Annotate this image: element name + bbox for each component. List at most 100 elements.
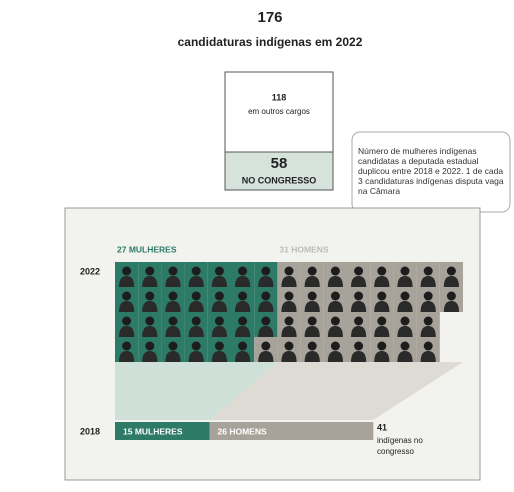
portrait-head bbox=[400, 266, 410, 276]
portrait-body bbox=[119, 351, 135, 362]
portrait-body bbox=[142, 351, 158, 362]
portrait-body bbox=[281, 301, 297, 312]
portrait-body bbox=[420, 326, 436, 337]
portrait-head bbox=[284, 291, 294, 301]
portrait-head bbox=[145, 341, 155, 351]
portrait-head bbox=[330, 341, 340, 351]
portrait-head bbox=[145, 266, 155, 276]
portrait-body bbox=[235, 301, 251, 312]
portrait-body bbox=[258, 276, 274, 287]
portrait-body bbox=[374, 351, 390, 362]
portrait-body bbox=[397, 301, 413, 312]
portrait-body bbox=[165, 351, 181, 362]
portrait-body bbox=[258, 326, 274, 337]
year-label: 2022 bbox=[80, 266, 100, 276]
portrait-body bbox=[258, 351, 274, 362]
men-bar-label: 26 HOMENS bbox=[218, 426, 267, 436]
note: Número de mulheres indígenas candidatas … bbox=[358, 146, 504, 196]
portrait-head bbox=[238, 341, 248, 351]
subtitle: candidaturas indígenas em 2022 bbox=[178, 35, 363, 49]
portrait-body bbox=[327, 301, 343, 312]
portrait-head bbox=[261, 266, 271, 276]
portrait-head bbox=[446, 291, 456, 301]
portrait-body bbox=[351, 276, 367, 287]
portrait-body bbox=[420, 301, 436, 312]
portrait-body bbox=[304, 301, 320, 312]
portrait-body bbox=[165, 326, 181, 337]
portrait-head bbox=[191, 266, 201, 276]
portrait-head bbox=[214, 316, 224, 326]
others-label: em outros cargos bbox=[248, 107, 310, 116]
portrait-head bbox=[238, 266, 248, 276]
portrait-head bbox=[122, 341, 132, 351]
portrait-head bbox=[191, 291, 201, 301]
portrait-body bbox=[351, 301, 367, 312]
portrait-head bbox=[261, 291, 271, 301]
portrait-head bbox=[261, 316, 271, 326]
portrait-head bbox=[122, 316, 132, 326]
portrait-body bbox=[397, 351, 413, 362]
portrait-head bbox=[377, 316, 387, 326]
men-label: 31 HOMENS bbox=[279, 244, 328, 254]
others-value: 118 bbox=[272, 92, 287, 102]
portrait-body bbox=[397, 276, 413, 287]
portrait-body bbox=[304, 326, 320, 337]
portrait-body bbox=[304, 276, 320, 287]
portrait-body bbox=[235, 326, 251, 337]
portrait-body bbox=[211, 276, 227, 287]
congress-label: NO CONGRESSO bbox=[242, 175, 317, 185]
total-value: 41 bbox=[377, 422, 387, 432]
portrait-body bbox=[374, 301, 390, 312]
women-connector bbox=[115, 362, 278, 420]
women-label: 27 MULHERES bbox=[117, 244, 177, 254]
portrait-body bbox=[397, 326, 413, 337]
portrait-head bbox=[307, 291, 317, 301]
portrait-body bbox=[188, 276, 204, 287]
portrait-body bbox=[281, 276, 297, 287]
portrait-body bbox=[211, 301, 227, 312]
portrait-body bbox=[281, 351, 297, 362]
portrait-head bbox=[400, 291, 410, 301]
portrait-head bbox=[423, 341, 433, 351]
portrait-body bbox=[142, 301, 158, 312]
portrait-body bbox=[119, 301, 135, 312]
portrait-head bbox=[423, 291, 433, 301]
portrait-head bbox=[284, 316, 294, 326]
others-box bbox=[224, 71, 334, 153]
portrait-head bbox=[423, 316, 433, 326]
portrait-body bbox=[211, 326, 227, 337]
portrait-head bbox=[377, 266, 387, 276]
portrait-head bbox=[168, 266, 178, 276]
portrait-head bbox=[307, 341, 317, 351]
portrait-head bbox=[261, 341, 271, 351]
portrait-body bbox=[119, 326, 135, 337]
congress-box bbox=[224, 151, 334, 191]
portrait-body bbox=[304, 351, 320, 362]
men-bar bbox=[209, 422, 374, 440]
portrait-body bbox=[351, 351, 367, 362]
total: 176 bbox=[257, 9, 282, 26]
portrait-head bbox=[354, 291, 364, 301]
portrait-head bbox=[168, 341, 178, 351]
portrait-head bbox=[307, 316, 317, 326]
portrait-body bbox=[165, 276, 181, 287]
portrait-body bbox=[235, 351, 251, 362]
portrait-head bbox=[122, 291, 132, 301]
portrait-body bbox=[374, 326, 390, 337]
portrait-head bbox=[330, 316, 340, 326]
portrait-head bbox=[354, 316, 364, 326]
portrait-head bbox=[377, 291, 387, 301]
chart: 2022 27 MULHERES 31 HOMENS 2018 15 MULHERES 2… bbox=[80, 244, 463, 456]
portrait-head bbox=[145, 316, 155, 326]
portrait-head bbox=[168, 291, 178, 301]
portrait-body bbox=[188, 326, 204, 337]
portrait-body bbox=[281, 326, 297, 337]
portrait-head bbox=[330, 266, 340, 276]
portrait-body bbox=[235, 276, 251, 287]
portrait-body bbox=[142, 326, 158, 337]
portrait-body bbox=[420, 276, 436, 287]
portrait-head bbox=[423, 266, 433, 276]
portrait-head bbox=[214, 341, 224, 351]
portrait-head bbox=[330, 291, 340, 301]
